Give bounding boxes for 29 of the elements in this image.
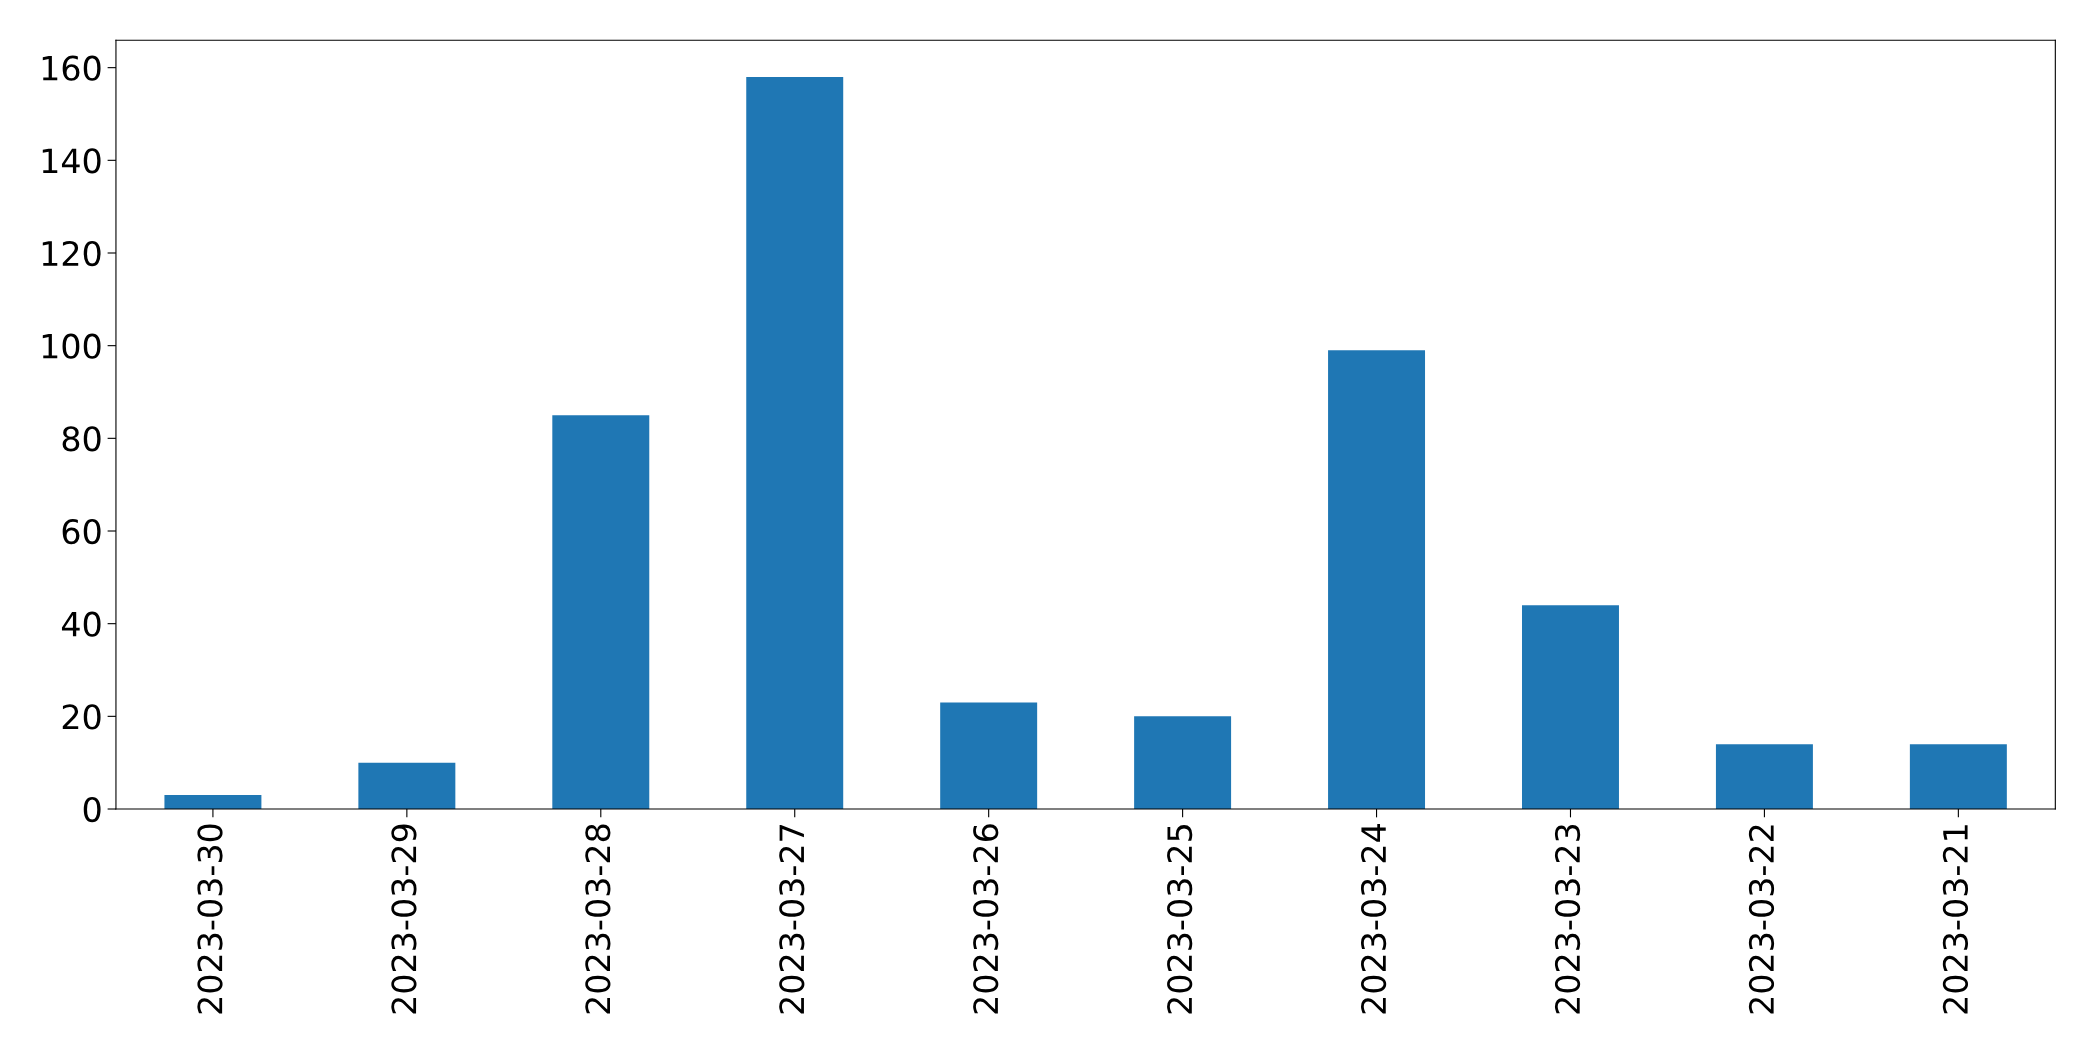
- bar: [1909, 744, 2007, 810]
- y-tick-label: 140: [42, 148, 101, 174]
- bar: [1328, 350, 1426, 810]
- bar: [1134, 716, 1232, 810]
- x-tick-label: 2023-03-24: [1361, 824, 1387, 1014]
- x-tick-label: 2023-03-30: [197, 824, 223, 1014]
- y-tick-label: 40: [61, 611, 101, 637]
- x-tick-label: 2023-03-25: [1167, 825, 1193, 1014]
- x-tick-label: 2023-03-27: [779, 825, 805, 1014]
- x-tick-label: 2023-03-26: [973, 824, 999, 1014]
- bar: [940, 702, 1038, 810]
- y-tick-label: 100: [42, 333, 101, 359]
- y-tick-label: 80: [62, 426, 101, 452]
- y-tick-label: 120: [42, 240, 101, 267]
- bar: [552, 415, 650, 810]
- bar: [164, 795, 262, 810]
- x-tick-label: 2023-03-29: [391, 824, 417, 1014]
- bar: [1522, 605, 1619, 810]
- x-tick-label: 2023-03-21: [1942, 825, 1969, 1014]
- y-tick-label: 160: [42, 55, 101, 81]
- y-tick-label: 60: [62, 518, 101, 545]
- y-tick-label: 20: [62, 704, 101, 730]
- bar: [746, 76, 844, 810]
- x-tick-label: 2023-03-23: [1554, 824, 1581, 1014]
- x-tick-label: 2023-03-28: [585, 824, 611, 1014]
- bar: [1715, 744, 1813, 810]
- bar: [358, 762, 456, 810]
- x-tick-label: 2023-03-22: [1748, 825, 1775, 1014]
- y-tick-label: 0: [83, 796, 101, 823]
